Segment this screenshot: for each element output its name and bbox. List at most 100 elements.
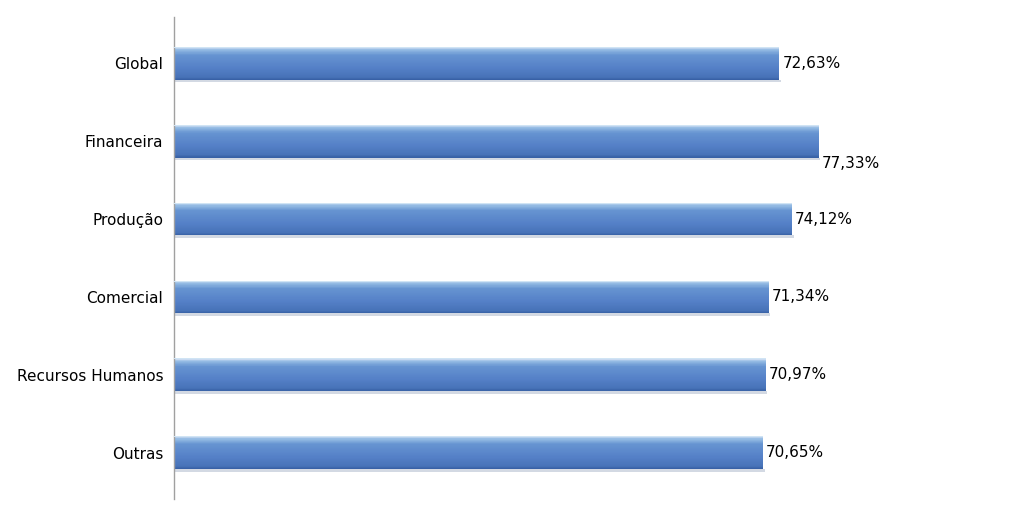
Bar bbox=[174, 362, 766, 363]
Bar bbox=[174, 379, 766, 380]
Bar bbox=[174, 138, 818, 139]
Bar bbox=[174, 455, 763, 456]
Bar bbox=[174, 231, 792, 232]
Bar bbox=[174, 381, 766, 382]
Bar bbox=[174, 64, 779, 65]
Bar bbox=[174, 149, 818, 150]
Bar bbox=[174, 220, 792, 221]
Bar bbox=[174, 157, 820, 160]
Bar bbox=[174, 75, 779, 76]
Text: 72,63%: 72,63% bbox=[782, 56, 841, 71]
Text: 77,33%: 77,33% bbox=[822, 155, 880, 170]
Bar bbox=[174, 214, 792, 215]
Bar bbox=[174, 363, 766, 364]
Bar bbox=[174, 79, 779, 80]
Bar bbox=[174, 371, 766, 372]
Bar bbox=[174, 465, 763, 466]
Bar bbox=[174, 225, 792, 226]
Bar bbox=[174, 150, 818, 151]
Bar bbox=[174, 283, 769, 284]
Bar bbox=[174, 128, 818, 129]
Bar bbox=[174, 226, 792, 227]
Bar bbox=[174, 51, 779, 52]
Bar bbox=[174, 60, 779, 61]
Bar bbox=[174, 47, 779, 48]
Bar bbox=[174, 313, 770, 316]
Bar bbox=[174, 309, 769, 310]
Bar bbox=[174, 458, 763, 459]
Bar bbox=[174, 125, 818, 126]
Bar bbox=[174, 440, 763, 441]
Bar bbox=[174, 373, 766, 374]
Bar bbox=[174, 300, 769, 301]
Bar bbox=[174, 382, 766, 383]
Bar bbox=[174, 216, 792, 217]
Bar bbox=[174, 378, 766, 379]
Bar bbox=[174, 218, 792, 219]
Bar bbox=[174, 281, 769, 282]
Bar bbox=[174, 366, 766, 367]
Bar bbox=[174, 148, 818, 149]
Bar bbox=[174, 292, 769, 293]
Bar bbox=[174, 147, 818, 148]
Bar bbox=[174, 360, 766, 361]
Bar bbox=[174, 375, 766, 376]
Bar bbox=[174, 303, 769, 304]
Bar bbox=[174, 443, 763, 444]
Bar bbox=[174, 125, 818, 126]
Bar bbox=[174, 69, 779, 70]
Bar bbox=[174, 291, 769, 292]
Bar bbox=[174, 224, 792, 225]
Bar bbox=[174, 386, 766, 387]
Bar bbox=[174, 49, 779, 50]
Bar bbox=[174, 306, 769, 307]
Bar bbox=[174, 215, 792, 216]
Bar bbox=[174, 48, 779, 49]
Text: 71,34%: 71,34% bbox=[772, 289, 830, 304]
Bar bbox=[174, 212, 792, 213]
Bar bbox=[174, 288, 769, 289]
Bar bbox=[174, 368, 766, 369]
Bar bbox=[174, 129, 818, 130]
Bar bbox=[174, 143, 818, 144]
Bar bbox=[174, 295, 769, 296]
Bar bbox=[174, 308, 769, 309]
Bar bbox=[174, 144, 818, 145]
Bar bbox=[174, 211, 792, 212]
Bar bbox=[174, 139, 818, 140]
Bar bbox=[174, 209, 792, 210]
Bar bbox=[174, 228, 792, 229]
Bar bbox=[174, 307, 769, 308]
Bar bbox=[174, 146, 818, 147]
Bar bbox=[174, 233, 792, 234]
Bar bbox=[174, 464, 763, 465]
Bar bbox=[174, 130, 818, 131]
Bar bbox=[174, 387, 766, 388]
Bar bbox=[174, 374, 766, 375]
Bar bbox=[174, 452, 763, 453]
Bar bbox=[174, 56, 779, 57]
Bar bbox=[174, 305, 769, 306]
Bar bbox=[174, 298, 769, 299]
Bar bbox=[174, 468, 763, 469]
Bar bbox=[174, 383, 766, 384]
Bar bbox=[174, 80, 781, 83]
Bar bbox=[174, 462, 763, 463]
Bar bbox=[174, 65, 779, 66]
Bar bbox=[174, 210, 792, 211]
Bar bbox=[174, 78, 779, 79]
Bar bbox=[174, 70, 779, 71]
Bar bbox=[174, 153, 818, 154]
Bar bbox=[174, 457, 763, 458]
Bar bbox=[174, 152, 818, 153]
Bar bbox=[174, 134, 818, 135]
Text: 70,65%: 70,65% bbox=[766, 445, 824, 460]
Bar bbox=[174, 127, 818, 128]
Bar bbox=[174, 142, 818, 143]
Bar bbox=[174, 135, 818, 136]
Bar bbox=[174, 302, 769, 303]
Bar bbox=[174, 447, 763, 448]
Bar bbox=[174, 151, 818, 152]
Bar bbox=[174, 445, 763, 446]
Bar bbox=[174, 53, 779, 54]
